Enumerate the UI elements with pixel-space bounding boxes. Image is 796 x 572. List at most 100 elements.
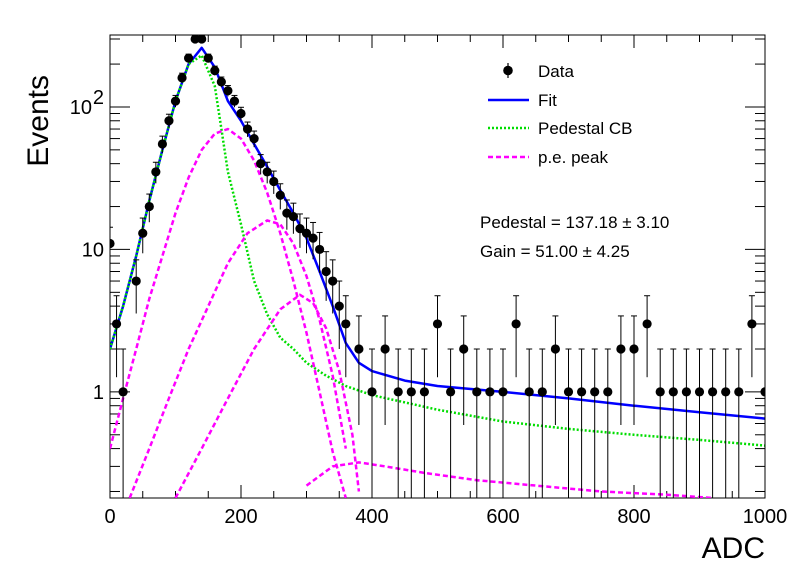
- data-point: [341, 319, 351, 329]
- legend-item-pe-peak: p.e. peak: [488, 148, 608, 167]
- fit-curves: [110, 46, 765, 498]
- x-tick-label: 600: [486, 506, 519, 528]
- data-point: [229, 96, 240, 106]
- data-point: [629, 344, 639, 354]
- data-point: [110, 238, 115, 249]
- legend-item-fit: Fit: [488, 91, 557, 110]
- data-point: [301, 228, 312, 238]
- data-point: [321, 266, 331, 277]
- data-point: [432, 319, 443, 329]
- data-point: [393, 387, 403, 397]
- data-point: [131, 276, 141, 286]
- x-tick-label: 0: [104, 506, 115, 528]
- x-tick-label: 1000: [743, 506, 788, 528]
- data-point: [563, 387, 574, 397]
- data-point: [694, 387, 705, 397]
- data-point: [118, 387, 128, 397]
- x-tick-label: 400: [355, 506, 388, 528]
- data-point: [177, 73, 187, 83]
- data-point: [642, 319, 652, 329]
- legend-label-data: Data: [538, 62, 574, 81]
- data-point: [537, 387, 547, 397]
- data-point: [269, 176, 279, 187]
- data-point: [550, 344, 561, 354]
- x-tick-label: 800: [617, 506, 650, 528]
- data-point: [190, 35, 200, 44]
- data-point: [708, 387, 718, 397]
- data-point: [203, 53, 213, 63]
- data-points: [110, 35, 765, 498]
- y-tick-label-exponent: 2: [93, 87, 104, 109]
- data-point: [144, 201, 154, 212]
- data-point: [603, 387, 613, 397]
- data-point: [216, 77, 226, 87]
- data-point: [315, 244, 325, 255]
- data-point: [184, 53, 194, 63]
- y-tick-label: 10: [70, 97, 92, 119]
- data-point: [210, 65, 220, 76]
- pe-peak-curve: [174, 293, 361, 498]
- y-axis-title: Events: [22, 75, 55, 167]
- pe-peak-curve: [305, 461, 713, 498]
- data-point: [223, 86, 233, 96]
- data-point: [295, 224, 305, 234]
- pe-peak-curve: [128, 219, 348, 498]
- data-point: [197, 35, 207, 44]
- data-point: [590, 387, 600, 397]
- gain-annotation: Gain = 51.00 ± 4.25: [480, 242, 630, 261]
- data-point: [511, 319, 521, 329]
- data-point: [681, 387, 692, 397]
- data-point: [747, 319, 757, 329]
- data-point: [419, 387, 429, 397]
- data-point: [249, 133, 259, 144]
- data-point: [367, 387, 377, 397]
- data-point: [380, 344, 390, 354]
- legend: Data Fit Pedestal CB p.e. peak: [488, 62, 633, 167]
- data-point: [164, 116, 174, 126]
- data-point: [498, 387, 508, 397]
- data-point: [668, 387, 678, 397]
- data-point: [406, 387, 416, 397]
- pe-peak-curve: [110, 127, 348, 498]
- data-point: [111, 319, 122, 329]
- data-point: [472, 387, 482, 397]
- data-point: [256, 159, 266, 169]
- data-point: [288, 212, 298, 222]
- data-point: [151, 167, 161, 177]
- data-point: [577, 387, 587, 397]
- x-axis-title: ADC: [702, 532, 765, 565]
- data-point: [446, 387, 456, 397]
- plot-frame: [109, 34, 766, 499]
- data-point: [760, 387, 765, 397]
- legend-label-pedestal-cb: Pedestal CB: [538, 119, 633, 138]
- data-point: [308, 233, 318, 243]
- data-point: [524, 387, 534, 397]
- data-point: [328, 276, 338, 286]
- pedestal-cb-curve: [110, 54, 765, 447]
- axis-ticks: [109, 35, 766, 498]
- legend-marker-data: [503, 65, 513, 76]
- data-point: [485, 387, 495, 397]
- legend-item-pedestal-cb: Pedestal CB: [488, 119, 633, 138]
- data-point: [242, 124, 253, 134]
- data-point: [354, 344, 364, 354]
- pedestal-annotation: Pedestal = 137.18 ± 3.10: [480, 213, 669, 232]
- data-point: [721, 387, 731, 397]
- x-tick-label: 200: [224, 506, 257, 528]
- data-point: [655, 387, 665, 397]
- y-tick-label: 1: [93, 382, 104, 404]
- y-tick-label: 10: [82, 239, 104, 261]
- data-point: [138, 228, 148, 238]
- data-point: [334, 301, 344, 311]
- data-point: [734, 387, 744, 397]
- data-point: [157, 139, 167, 149]
- data-point: [170, 96, 181, 106]
- data-point: [459, 344, 469, 354]
- data-point: [275, 190, 285, 200]
- data-point: [616, 344, 626, 354]
- legend-item-data: Data: [503, 62, 574, 81]
- legend-label-fit: Fit: [538, 91, 557, 110]
- data-point: [262, 167, 272, 177]
